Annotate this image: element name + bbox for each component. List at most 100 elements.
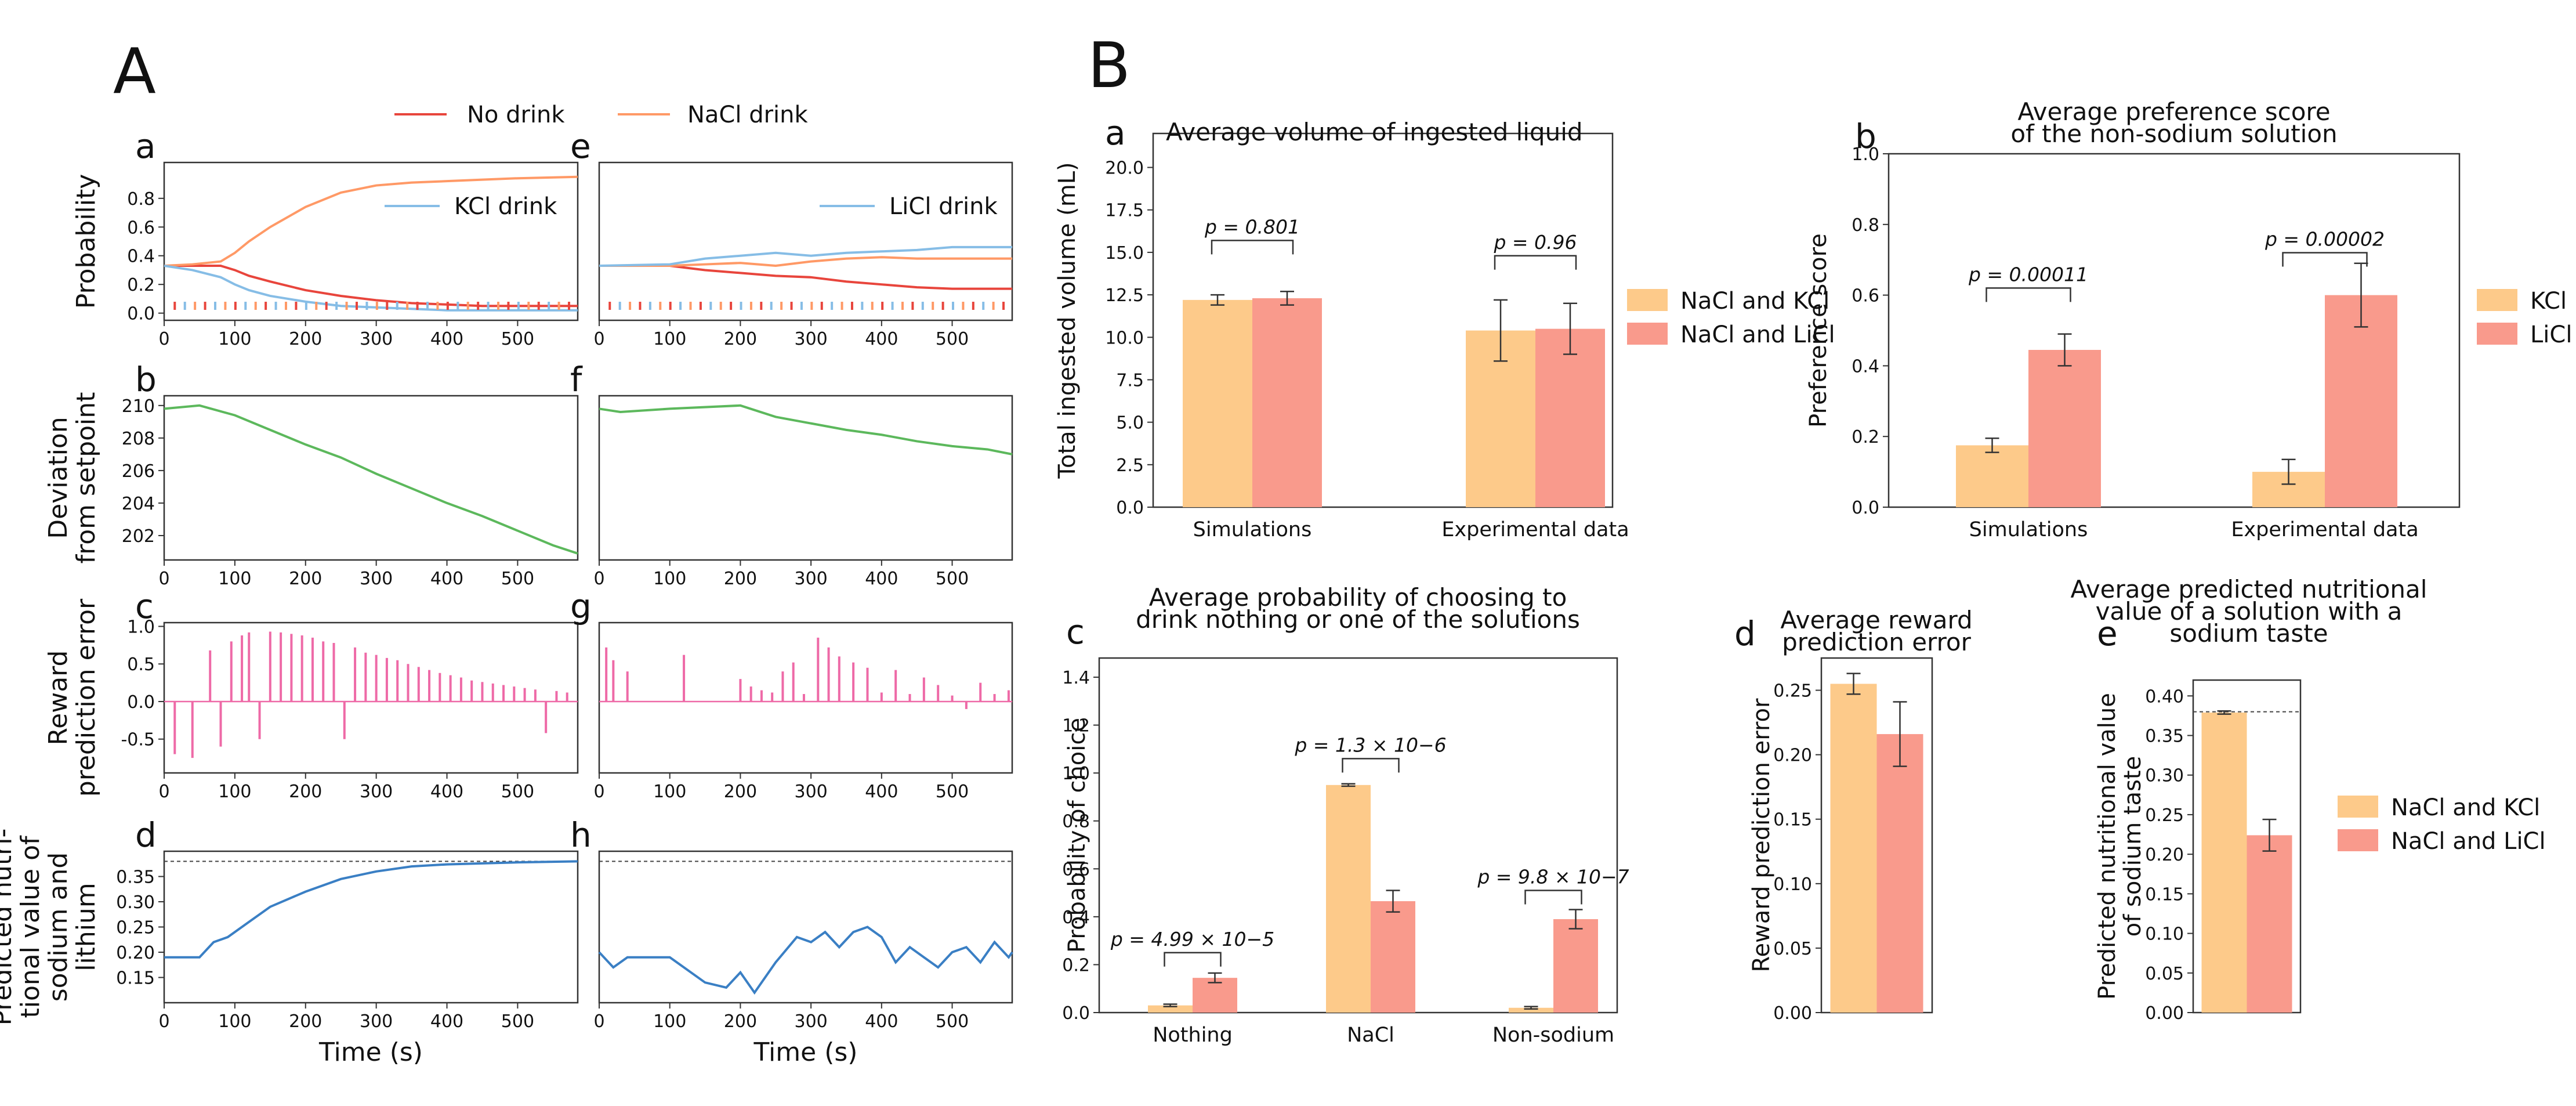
panel-ba-pvalue: p = 0.96 <box>1493 231 1577 254</box>
panel-ad-ytick-label: 0.35 <box>116 868 155 888</box>
panel-aa-ytick-label: 0.0 <box>127 304 155 324</box>
panel-aa-legend-label: KCl drink <box>454 193 557 220</box>
panel-bb-bar-licl <box>2028 349 2101 507</box>
panel-ae-xtick-label: 0 <box>593 329 604 349</box>
panel-ab-ytick-label: 204 <box>122 494 155 514</box>
panel-bd-label: d <box>1734 614 1756 653</box>
panel-bc-ylabel: Probability of choice <box>1064 718 1090 953</box>
panel-aa-xtick-label: 500 <box>501 329 534 349</box>
panel-ac-frame <box>163 621 579 774</box>
panel-bc-title: Average probability of choosing to <box>1149 583 1567 612</box>
panel-ba-ytick-label: 15.0 <box>1105 243 1144 263</box>
panel-bd-ytick-label: 0.00 <box>1773 1003 1812 1024</box>
panel-bc-pvalue: p = 4.99 × 10−5 <box>1110 928 1274 950</box>
panel-ag-xtick-label: 0 <box>593 782 604 802</box>
panel-bd-bar-nacl-and-kcl <box>1830 684 1877 1013</box>
panel-ah-xtick-label: 200 <box>724 1011 757 1032</box>
panel-ac-ytick-label: 0.5 <box>127 655 155 675</box>
panel-ah-series-predicted <box>598 926 1013 995</box>
panel-ba-ytick-label: 20.0 <box>1105 158 1144 179</box>
panel-ba-frame <box>1152 132 1614 508</box>
panel-bd-ytick-label: 0.25 <box>1773 681 1812 702</box>
panel-ad-ytick-label: 0.20 <box>116 943 155 963</box>
panel-bb-legend-label: LiCl <box>2530 321 2572 348</box>
panel-bb-bar-licl <box>2325 295 2397 507</box>
panel-ah-label: h <box>570 815 592 855</box>
panel-bc-pvalue: p = 9.8 × 10−7 <box>1477 865 1629 888</box>
panel-ba-ytick-label: 17.5 <box>1105 201 1144 221</box>
panel-ba-bar-nacl-and-kcl <box>1183 299 1252 507</box>
panel-ac-ytick-label: 0.0 <box>127 692 155 713</box>
panel-bd-ytick-label: 0.10 <box>1773 874 1812 895</box>
panel-ad-xtick-label: 400 <box>430 1011 463 1032</box>
panel-ba-category-label: Simulations <box>1193 518 1312 541</box>
panel-be-legend-label: NaCl and LiCl <box>2391 828 2546 855</box>
panel-bb-pvalue: p = 0.00011 <box>1968 263 2088 285</box>
panel-ab-ylabel: from setpoint <box>71 392 101 564</box>
panel-ad-frame <box>163 850 579 1004</box>
panel-ba-ylabel: Total ingested volume (mL) <box>1054 162 1081 479</box>
panel-bd-ytick-label: 0.05 <box>1773 939 1812 959</box>
panel-be-ytick-label: 0.20 <box>2145 845 2184 865</box>
panel-bb-ytick-label: 0.2 <box>1852 427 1879 447</box>
panel-be-ytick-label: 0.25 <box>2145 805 2184 826</box>
panel-ac-xtick-label: 300 <box>360 782 393 802</box>
panel-ba-ytick-label: 2.5 <box>1116 456 1144 476</box>
panel-ba-bar-nacl-and-licl <box>1535 328 1605 507</box>
panel-bb-ytick-label: 1.0 <box>1852 144 1879 165</box>
panel-ad-ylabel: tional value of <box>16 835 45 1018</box>
panel-ab-xtick-label: 100 <box>218 569 251 589</box>
panel-bc-ytick-label: 0.4 <box>1062 908 1090 928</box>
panel-ac-xtick-label: 200 <box>289 782 322 802</box>
panel-ab-series-deviation <box>164 404 578 555</box>
panel-af-xtick-label: 300 <box>794 569 827 589</box>
panel-be-title: value of a solution with a <box>2096 597 2403 626</box>
panel-bd-title: Average reward <box>1780 606 1972 634</box>
panel-ae-label: e <box>570 126 591 166</box>
panel-be-title: Average predicted nutritional <box>2071 575 2428 603</box>
panel-be-ytick-label: 0.15 <box>2145 884 2184 905</box>
panel-ae-xtick-label: 500 <box>936 329 969 349</box>
panel-bc-bar-nacl-and-kcl <box>1148 1005 1193 1013</box>
panel-ba-legend-swatch <box>1627 289 1668 311</box>
panel-ag-xtick-label: 300 <box>794 782 827 802</box>
chart-layer: a0 100 200 300 400 5000.00.20.40.60.8Probabil… <box>0 97 2572 1067</box>
panel-ba-ytick-label: 12.5 <box>1105 285 1144 306</box>
panel-ba-bar-nacl-and-licl <box>1252 298 1322 507</box>
panel-ab-ylabel: Deviation <box>44 417 73 538</box>
panel-ad-xtick-label: 500 <box>501 1011 534 1032</box>
panel-bb-bar-kcl <box>1956 445 2028 507</box>
panel-be-ytick-label: 0.00 <box>2145 1003 2184 1024</box>
panel-be-legend-swatch <box>2338 829 2378 851</box>
panel-be-ytick-label: 0.30 <box>2145 766 2184 786</box>
panel-ae-series-licl-drink <box>599 245 1012 268</box>
panel-ba-title: Average volume of ingested liquid <box>1166 118 1583 146</box>
panel-bc-ytick-label: 0.2 <box>1062 955 1090 975</box>
panel-bb-category-label: Experimental data <box>2231 518 2418 541</box>
panel-ab-ytick-label: 210 <box>122 396 155 417</box>
panel-bb-legend-swatch <box>2477 323 2517 345</box>
panel-ae-xtick-label: 400 <box>865 329 898 349</box>
panel-ba-legend-label: NaCl and KCl <box>1680 288 1829 315</box>
panel-bc-label: c <box>1066 612 1085 652</box>
panel-ae-xtick-label: 300 <box>794 329 827 349</box>
panel-aa-series-nacl-drink <box>164 175 578 268</box>
panel-bb-pvalue: p = 0.00002 <box>2265 228 2385 251</box>
panel-ac-xtick-label: 500 <box>501 782 534 802</box>
panel-af-xtick-label: 500 <box>936 569 969 589</box>
panel-bb-label: b <box>1855 117 1876 156</box>
panel-ac-ylabel: prediction error <box>71 598 101 797</box>
panel-ab-frame <box>163 395 579 561</box>
panel-ah-xtick-label: 0 <box>593 1011 604 1032</box>
panel-bb-ylabel: Preference score <box>1805 233 1832 428</box>
panel-ad-xtick-label: 200 <box>289 1011 322 1032</box>
panel-ab-ytick-label: 202 <box>122 526 155 547</box>
panel-aa-series-kcl-drink <box>164 265 578 312</box>
legend-A-top: No drink NaCl drink <box>394 102 808 128</box>
panel-bc-category-label: NaCl <box>1347 1024 1394 1047</box>
panel-ae-xtick-label: 100 <box>653 329 686 349</box>
panel-bc-ytick-label: 1.0 <box>1062 764 1090 784</box>
panel-aa-ytick-label: 0.6 <box>127 218 155 238</box>
panel-bd-ytick-label: 0.20 <box>1773 746 1812 766</box>
panel-ac-ylabel: Reward <box>44 650 73 746</box>
